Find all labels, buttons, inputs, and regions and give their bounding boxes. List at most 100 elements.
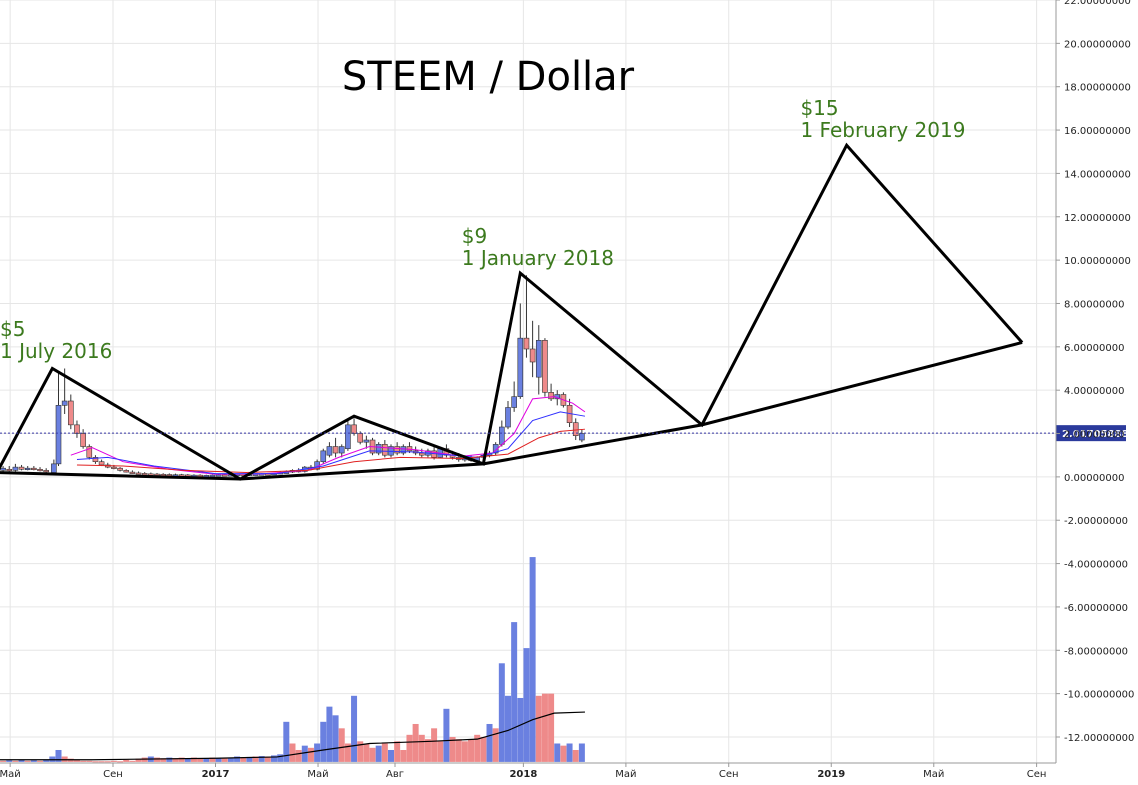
volume-bar xyxy=(554,743,561,762)
price-axis[interactable]: 22.00000000 20.00000000 18.00000000 16.0000… xyxy=(1056,0,1134,744)
volume-bar xyxy=(474,734,481,762)
y-tick-label: 16.00000000 xyxy=(1064,126,1131,137)
candle-body xyxy=(579,433,585,441)
volume-bar xyxy=(110,760,117,762)
candle-body xyxy=(326,446,333,456)
y-tick-label: 6.00000000 xyxy=(1064,343,1124,354)
volume-bar xyxy=(252,756,259,762)
y-tick-label: 20.00000000 xyxy=(1064,39,1131,50)
volume-bar xyxy=(271,755,278,762)
volume-bar xyxy=(37,760,44,762)
volume-bar xyxy=(387,749,394,762)
volume-bar xyxy=(406,734,413,762)
candle-body xyxy=(382,444,388,456)
candle-body xyxy=(529,348,536,363)
volume-bar xyxy=(117,761,124,763)
y-tick-label: 0.00000000 xyxy=(1064,473,1124,484)
volume-bar xyxy=(215,758,222,762)
candle-body xyxy=(418,452,425,456)
moving-average-line xyxy=(76,411,586,475)
y-tick-label: -2.00000000 xyxy=(1064,516,1128,527)
y-tick-label: 4.00000000 xyxy=(1064,386,1124,397)
moving-average-line xyxy=(76,428,586,474)
volume-bar xyxy=(283,721,290,762)
annotation-text: 1 July 2016 xyxy=(0,339,112,363)
volume-bar xyxy=(258,756,265,762)
volume-bar xyxy=(43,759,50,762)
x-tick-label: Май xyxy=(307,769,328,780)
volume-bar xyxy=(338,728,345,762)
candle-body xyxy=(61,400,68,406)
volume-bar xyxy=(154,757,161,762)
volume-bar xyxy=(443,708,450,762)
volume-bar xyxy=(504,695,511,762)
volume-bar xyxy=(197,758,204,762)
volume-bar xyxy=(30,760,37,762)
volume-bar xyxy=(18,759,25,762)
candle-body xyxy=(92,457,99,463)
volume-bar xyxy=(418,734,425,762)
candle-body xyxy=(221,474,228,477)
volume-bar xyxy=(190,757,197,762)
x-tick-label: Сен xyxy=(1027,769,1047,780)
candle-body xyxy=(357,433,364,443)
volume-bar xyxy=(381,743,388,762)
candle-body xyxy=(197,474,203,477)
volume-bar xyxy=(160,758,167,762)
volume-bar xyxy=(0,760,7,762)
candle-body xyxy=(68,400,74,426)
volume-bar xyxy=(572,749,579,762)
x-tick-label: Сен xyxy=(719,769,739,780)
candle-body xyxy=(43,470,49,473)
candle-body xyxy=(548,392,554,400)
volume-bar xyxy=(129,760,136,762)
candle-body xyxy=(6,468,13,472)
volume-bar xyxy=(529,557,536,762)
candle-body xyxy=(31,467,37,471)
volume-bar xyxy=(295,749,302,762)
y-tick-label: 10.00000000 xyxy=(1064,256,1131,267)
candle-body xyxy=(320,450,327,463)
volume-bar xyxy=(227,758,234,762)
volume-bar xyxy=(307,747,314,762)
volume-bar xyxy=(449,736,456,762)
volume-bar xyxy=(135,758,142,762)
volume-bar xyxy=(141,757,148,762)
candle-body xyxy=(215,474,222,477)
moving-average-line xyxy=(70,396,586,475)
volume-bar xyxy=(301,745,308,762)
volume-ma-line xyxy=(0,711,585,761)
candle-body xyxy=(394,446,400,454)
y-tick-label: -10.00000000 xyxy=(1064,690,1134,701)
volume-bar xyxy=(461,741,468,762)
annotation-text: 1 January 2018 xyxy=(462,246,614,270)
x-tick-label: 2017 xyxy=(202,769,230,780)
candle-body xyxy=(18,466,25,470)
annotation-text: $9 xyxy=(462,224,487,248)
current-price-label: 2.01705888 xyxy=(1062,429,1128,440)
y-tick-label: 18.00000000 xyxy=(1064,83,1131,94)
candle-body xyxy=(12,466,19,471)
candle-body xyxy=(523,337,530,350)
volume-bar xyxy=(73,759,80,762)
volume-bar xyxy=(264,756,271,762)
volume-bar xyxy=(578,743,585,762)
volume-bar xyxy=(246,756,253,762)
time-axis[interactable]: Май Сен 2017 Май Авг 2018 Май Сен 2019 Май Сен xyxy=(0,763,1046,780)
volume-bar xyxy=(431,728,438,762)
candle-body xyxy=(0,467,6,471)
candle-body xyxy=(406,446,413,452)
volume-bar xyxy=(344,743,351,762)
y-tick-label: -4.00000000 xyxy=(1064,560,1128,571)
volume-bar xyxy=(511,622,518,762)
x-tick-label: Май xyxy=(615,769,636,780)
candle-body xyxy=(80,433,86,447)
projection-line xyxy=(0,142,1024,481)
moving-averages xyxy=(70,396,586,475)
candle-body xyxy=(499,426,505,445)
volume-bar xyxy=(560,745,567,762)
candle-body xyxy=(141,473,148,476)
volume-bar xyxy=(221,757,228,762)
candle-body xyxy=(511,396,517,408)
volume-bar xyxy=(523,648,530,762)
